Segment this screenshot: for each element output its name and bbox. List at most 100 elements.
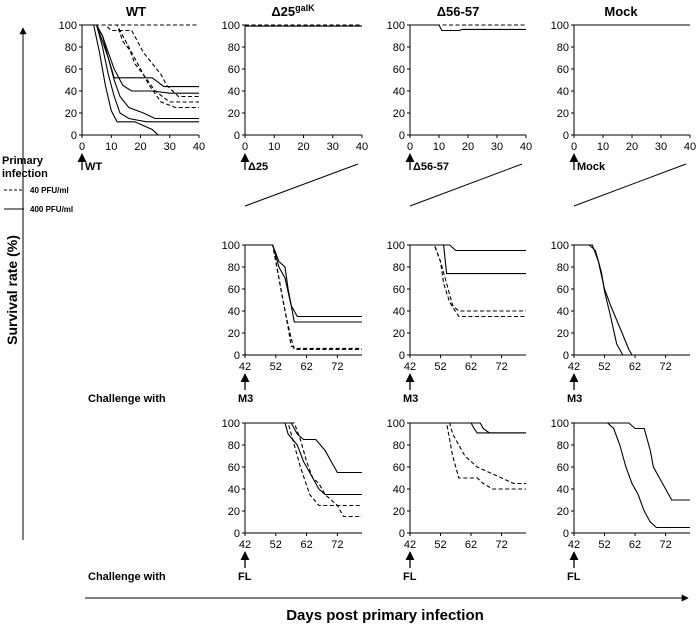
panel-0-3-xtick-label: 40 bbox=[684, 141, 696, 153]
legend-solid-label: 400 PFU/ml bbox=[30, 205, 73, 214]
panel-0-2-xtick-label: 10 bbox=[433, 141, 445, 153]
panel-2-3: 0 20 40 60 80 100 42 52 62 72 FL bbox=[551, 418, 690, 583]
panel-1-2: 0 20 40 60 80 100 42 52 62 72 M3 bbox=[387, 240, 526, 405]
panel-0-2-xtick-label: 20 bbox=[462, 141, 474, 153]
panel-0-2-ytick-label: 100 bbox=[387, 20, 405, 32]
panel-1-2-ytick-label: 20 bbox=[393, 328, 405, 340]
panel-2-1-series-0-dashed-line bbox=[245, 422, 362, 507]
panel-2-2: 0 20 40 60 80 100 42 52 62 72 FL bbox=[387, 418, 526, 583]
panel-2-2-series-2-solid-line bbox=[410, 422, 526, 434]
panel-2-3-ytick-label: 40 bbox=[557, 484, 569, 496]
panel-1-2-infection-label: M3 bbox=[403, 393, 418, 405]
panel-0-2-series-1-solid-line bbox=[410, 24, 526, 32]
panel-0-2-xtick-label: 40 bbox=[520, 141, 532, 153]
panel-2-2-series-0-dashed-line bbox=[410, 422, 526, 485]
panel-1-2-ytick-label: 60 bbox=[393, 284, 405, 296]
panel-0-3-infection-label: Mock bbox=[577, 161, 606, 173]
panel-1-3-xtick-label: 62 bbox=[629, 361, 641, 373]
panel-0-3-ytick-label: 0 bbox=[563, 130, 569, 142]
panel-1-2-xtick-label: 42 bbox=[404, 361, 416, 373]
panel-1-1-series-2-solid-line bbox=[245, 244, 362, 318]
panel-2-3-xtick-label: 72 bbox=[659, 539, 671, 551]
column-title-delta25: Δ25galK bbox=[271, 3, 315, 19]
panel-0-3-ytick-label: 40 bbox=[557, 86, 569, 98]
panel-0-3-xtick-label: 20 bbox=[626, 141, 638, 153]
panel-0-1-xtick-label: 30 bbox=[327, 141, 339, 153]
panel-0-1-ytick-label: 80 bbox=[228, 42, 240, 54]
panel-1-1-ytick-label: 40 bbox=[228, 306, 240, 318]
panel-2-1-series-3-solid-line bbox=[245, 422, 362, 474]
column-title-delta25-main: Δ25 bbox=[271, 4, 295, 19]
challenge-label-m3: Challenge with bbox=[88, 393, 166, 405]
panel-2-1-ytick-label: 60 bbox=[228, 462, 240, 474]
panel-2-3-series-0-solid-line bbox=[574, 422, 690, 529]
panel-1-1-series-3-solid-line bbox=[245, 244, 362, 323]
panel-0-3-xtick-label: 10 bbox=[597, 141, 609, 153]
challenge-label-fl: Challenge with bbox=[88, 571, 166, 583]
panel-1-3-ytick-label: 80 bbox=[557, 262, 569, 274]
panel-1-3-xtick-label: 42 bbox=[568, 361, 580, 373]
panel-1-1: 0 20 40 60 80 100 42 52 62 72 M3 bbox=[222, 240, 362, 405]
panel-0-0-series-4-solid-line bbox=[82, 24, 199, 88]
panel-1-2-series-1-dashed-line bbox=[410, 244, 526, 318]
panel-1-2-ytick-label: 0 bbox=[399, 350, 405, 362]
panel-1-1-xtick-label: 62 bbox=[300, 361, 312, 373]
panel-2-3-series-1-solid-line bbox=[574, 422, 690, 501]
panel-2-1-ytick-label: 100 bbox=[222, 418, 240, 430]
panel-2-1-xtick-label: 52 bbox=[270, 539, 282, 551]
panel-1-3-ytick-label: 20 bbox=[557, 328, 569, 340]
panel-0-0-series-1-dashed-line bbox=[82, 24, 199, 98]
panel-0-1-xtick-label: 20 bbox=[297, 141, 309, 153]
panel-2-2-ytick-label: 0 bbox=[399, 528, 405, 540]
panel-1-1-ytick-label: 0 bbox=[234, 350, 240, 362]
panel-0-2-ytick-label: 60 bbox=[393, 64, 405, 76]
panel-0-0-ytick-label: 40 bbox=[65, 86, 77, 98]
panel-1-3-xtick-label: 52 bbox=[598, 361, 610, 373]
panel-2-2-ytick-label: 60 bbox=[393, 462, 405, 474]
panel-1-2-ytick-label: 40 bbox=[393, 306, 405, 318]
panel-2-2-ytick-label: 40 bbox=[393, 484, 405, 496]
panel-1-1-ytick-label: 60 bbox=[228, 284, 240, 296]
legend-dashed-label: 40 PFU/ml bbox=[30, 186, 69, 195]
panel-2-2-xtick-label: 62 bbox=[465, 539, 477, 551]
panel-0-0-series-3-dashed-line bbox=[82, 24, 199, 109]
panel-1-1-ytick-label: 20 bbox=[228, 328, 240, 340]
panel-1-1-xtick-label: 72 bbox=[331, 361, 343, 373]
panel-1-1-xtick-label: 52 bbox=[270, 361, 282, 373]
panel-1-2-series-0-dashed-line bbox=[410, 244, 526, 312]
column-title-delta56-57: Δ56-57 bbox=[437, 4, 480, 19]
panel-2-2-infection-label: FL bbox=[403, 571, 417, 583]
panel-0-3-xtick-label: 0 bbox=[571, 141, 577, 153]
panel-0-1-ytick-label: 60 bbox=[228, 64, 240, 76]
panel-2-2-ytick-label: 20 bbox=[393, 506, 405, 518]
panel-2-3-infection-label: FL bbox=[567, 571, 581, 583]
panel-1-3-ytick-label: 100 bbox=[551, 240, 569, 252]
panel-2-1-series-2-solid-line bbox=[245, 422, 362, 496]
panel-0-3: 0 20 40 60 80 100 0 10 20 30 40 Mock bbox=[551, 20, 696, 173]
panel-1-2-xtick-label: 72 bbox=[495, 361, 507, 373]
panel-0-0-xtick-label: 10 bbox=[105, 141, 117, 153]
panel-1-3-ytick-label: 60 bbox=[557, 284, 569, 296]
legend: Primary infection 40 PFU/ml 400 PFU/ml bbox=[2, 155, 73, 214]
panel-2-1-ytick-label: 80 bbox=[228, 440, 240, 452]
panel-0-3-ytick-label: 100 bbox=[551, 20, 569, 32]
panel-2-1-ytick-label: 40 bbox=[228, 484, 240, 496]
panel-0-2-xtick-label: 30 bbox=[491, 141, 503, 153]
panel-0-1-xtick-label: 0 bbox=[242, 141, 248, 153]
legend-title-line1: Primary bbox=[2, 155, 44, 167]
panel-0-2-infection-label: Δ56-57 bbox=[413, 161, 449, 173]
panel-2-2-xtick-label: 72 bbox=[495, 539, 507, 551]
panel-0-2-ytick-label: 40 bbox=[393, 86, 405, 98]
panel-0-2-ytick-label: 80 bbox=[393, 42, 405, 54]
panel-1-3-series-1-solid-line bbox=[574, 244, 690, 356]
connector-line-delta25 bbox=[244, 163, 359, 207]
panel-0-0-ytick-label: 0 bbox=[71, 130, 77, 142]
column-title-wt: WT bbox=[126, 4, 146, 19]
panel-2-1: 0 20 40 60 80 100 42 52 62 72 FL bbox=[222, 418, 362, 583]
panel-2-3-ytick-label: 80 bbox=[557, 440, 569, 452]
panel-1-1-ytick-label: 80 bbox=[228, 262, 240, 274]
panel-0-0-xtick-label: 30 bbox=[164, 141, 176, 153]
panel-2-3-ytick-label: 100 bbox=[551, 418, 569, 430]
panel-1-1-infection-label: M3 bbox=[238, 393, 253, 405]
panel-1-3-ytick-label: 0 bbox=[563, 350, 569, 362]
